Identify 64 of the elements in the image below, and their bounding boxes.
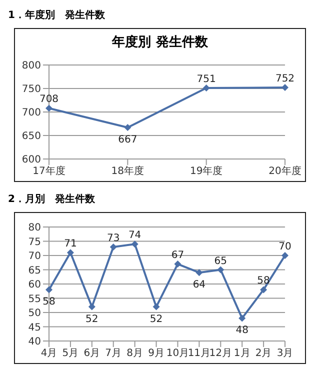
point (202, 84, 210, 92)
data-label: 67 (171, 250, 184, 262)
y-tick-label: 45 (28, 322, 41, 334)
point (238, 314, 246, 322)
data-label: 74 (128, 230, 142, 242)
y-tick-label: 700 (22, 108, 41, 119)
data-label: 58 (42, 296, 56, 308)
y-tick-label: 50 (28, 308, 41, 320)
y-tick-label: 600 (22, 154, 41, 166)
y-tick-label: 55 (28, 294, 41, 305)
point (131, 240, 138, 248)
y-tick-label: 65 (28, 265, 41, 276)
point (282, 252, 288, 259)
x-tick-label: 8月 (126, 348, 144, 360)
data-label: 73 (106, 232, 120, 244)
x-tick-label: 9月 (148, 348, 164, 360)
data-label: 70 (278, 242, 292, 252)
point (110, 243, 117, 250)
x-tick-label: 3月 (276, 348, 294, 360)
y-tick-label: 750 (22, 84, 41, 96)
x-tick-label: 18年度 (111, 165, 144, 178)
x-tick-label: 20年度 (268, 165, 302, 178)
y-tick-label: 40 (28, 336, 41, 348)
x-tick-label: 11月 (188, 348, 211, 360)
data-label: 751 (196, 74, 216, 86)
point (124, 124, 132, 132)
point (66, 249, 74, 256)
chart-title: 年度別 発生件数 (110, 34, 209, 51)
data-label: 52 (86, 314, 98, 325)
x-tick-label: 10月 (166, 348, 190, 360)
y-tick-label: 60 (28, 280, 41, 291)
y-tick-label: 80 (28, 222, 41, 234)
data-label: 708 (39, 94, 59, 106)
point (260, 286, 268, 294)
y-tick-label: 800 (22, 60, 41, 72)
point (152, 303, 160, 310)
x-tick-label: 5月 (62, 348, 79, 360)
data-label: 667 (118, 134, 138, 146)
y-tick-label: 75 (28, 236, 41, 248)
data-label: 71 (64, 238, 77, 250)
point (217, 266, 224, 274)
text: 1．年度別 発生件数 (8, 8, 106, 22)
point (46, 286, 52, 294)
point (174, 260, 182, 268)
data-label: 752 (275, 74, 295, 85)
x-tick-label: 2月 (255, 348, 272, 360)
point (196, 269, 203, 276)
x-tick-label: 7月 (105, 348, 122, 360)
y-tick-label: 70 (28, 251, 41, 262)
x-tick-label: 12月 (209, 348, 232, 360)
data-label: 48 (236, 325, 248, 336)
x-tick-label: 19年度 (190, 165, 223, 178)
point (88, 303, 96, 310)
data-label: 52 (150, 314, 163, 325)
text: 2．月別 発生件数 (8, 192, 96, 206)
x-tick-label: 1月 (234, 348, 250, 360)
point (46, 104, 52, 112)
point (282, 84, 288, 92)
y-tick-label: 650 (22, 131, 41, 142)
x-tick-label: 6月 (84, 348, 100, 360)
x-tick-label: 4月 (40, 348, 58, 360)
data-label: 64 (192, 280, 206, 291)
x-tick-label: 17年度 (32, 165, 66, 178)
data-label: 65 (214, 256, 228, 267)
